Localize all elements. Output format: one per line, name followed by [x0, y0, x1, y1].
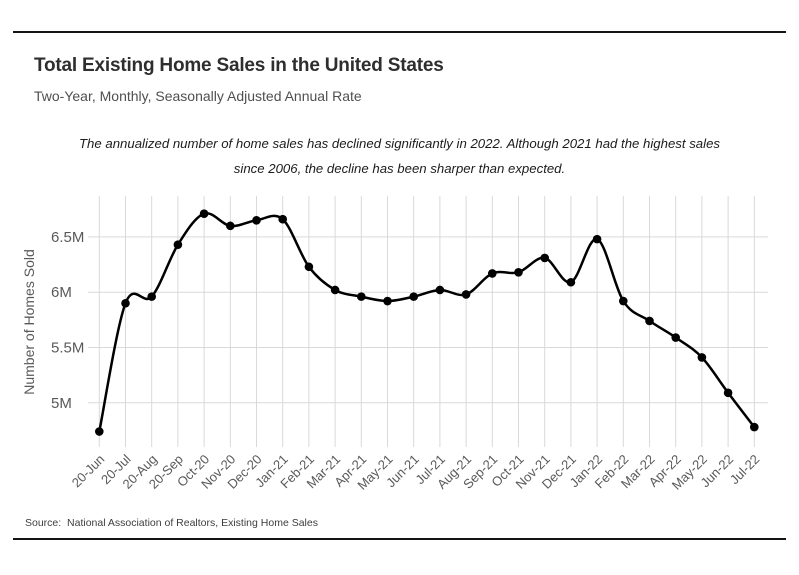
data-point-Jun-22 — [723, 388, 733, 398]
page-title: Total Existing Home Sales in the United … — [34, 55, 444, 76]
data-point-May-22 — [697, 353, 707, 362]
data-point-Sep-21 — [488, 269, 497, 278]
data-point-Dec-21 — [566, 277, 576, 287]
y-tick-label: 6.5M — [51, 229, 84, 246]
data-point-Jul-22 — [750, 422, 759, 432]
data-point-Feb-22 — [619, 296, 628, 306]
y-tick-label: 6M — [51, 284, 72, 301]
data-point-Jan-22 — [592, 234, 602, 244]
data-point-Aug-21 — [461, 290, 471, 299]
data-point-Apr-22 — [671, 333, 680, 342]
data-point-Nov-20 — [226, 221, 235, 231]
annotation-line-1: The annualized number of home sales has … — [79, 136, 720, 151]
annotation-line-2: since 2006, the decline has been sharper… — [233, 161, 566, 176]
y-tick-label: 5M — [51, 395, 72, 412]
y-axis-title: Number of Homes Sold — [21, 249, 37, 395]
data-point-Feb-21 — [304, 262, 314, 272]
y-tick-label: 5.5M — [51, 339, 84, 356]
data-point-Apr-21 — [357, 292, 366, 301]
data-point-20-Jul — [121, 298, 130, 308]
data-point-Mar-21 — [330, 285, 340, 295]
data-point-Dec-20 — [252, 216, 261, 225]
data-point-Oct-21 — [514, 267, 523, 277]
data-point-Nov-21 — [540, 253, 549, 263]
x-tick-label: 20-Jun — [69, 452, 108, 491]
source-note: Source: National Association of Realtors… — [25, 517, 318, 529]
data-point-20-Jun — [95, 427, 104, 436]
top-divider — [13, 31, 786, 33]
data-point-Jul-21 — [435, 285, 445, 295]
series-line — [98, 212, 756, 433]
data-point-20-Sep — [173, 240, 183, 249]
page-subtitle: Two-Year, Monthly, Seasonally Adjusted A… — [34, 88, 362, 104]
data-point-Jun-21 — [409, 292, 419, 301]
data-point-Jan-21 — [278, 214, 288, 224]
data-point-Oct-20 — [199, 209, 209, 218]
x-tick-label: Jul-22 — [727, 452, 763, 488]
data-point-May-21 — [383, 296, 392, 306]
data-point-Mar-22 — [645, 316, 654, 326]
data-point-20-Aug — [147, 292, 156, 301]
bottom-divider — [13, 538, 786, 540]
chart-annotation: The annualized number of home sales has … — [0, 131, 799, 181]
